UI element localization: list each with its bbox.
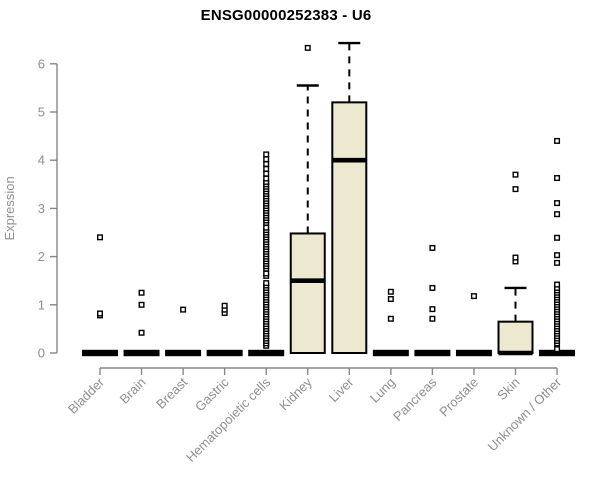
flat-box-hematopoietic-cells [248,349,285,357]
x-tick-label: Unknown / Other [485,374,565,454]
y-tick-label: 5 [38,105,45,120]
y-tick-label: 1 [38,297,45,312]
outlier-point-lung [387,296,394,303]
outlier-point-prostate [470,293,477,300]
outlier-point-hematopoietic-cells [263,151,270,158]
flat-box-bladder [82,349,118,357]
outlier-point-unknown-other [554,252,561,259]
outlier-point-brain [138,301,145,308]
x-tick-label: Prostate [436,375,481,420]
y-axis-title: Expression [2,176,17,240]
outlier-point-lung [387,315,394,322]
outlier-point-pancreas [429,315,436,322]
outlier-point-hematopoietic-cells [263,165,270,172]
outlier-point-breast [180,306,187,313]
flat-box-breast [165,349,202,357]
flat-box-unknown-other [539,349,576,357]
outlier-point-hematopoietic-cells [263,270,270,277]
x-tick-label: Brain [117,375,149,407]
outlier-point-skin [512,171,519,178]
x-tick-label: Liver [326,374,357,405]
flat-box-gastric [206,349,243,357]
outlier-point-bladder [96,234,103,241]
outlier-point-kidney [304,44,311,51]
x-tick-label: Skin [494,375,522,403]
outlier-point-hematopoietic-cells [263,280,270,287]
x-tick-label: Gastric [192,374,232,414]
outlier-point-unknown-other [554,346,561,353]
outlier-point-pancreas [429,306,436,313]
box-kidney [289,232,326,355]
x-tick-label: Kidney [276,374,315,413]
box-liver [331,101,368,354]
flat-box-brain [123,349,160,357]
flat-box-pancreas [414,349,451,357]
outlier-point-brain [138,329,145,336]
outlier-point-skin [512,254,519,261]
outlier-point-hematopoietic-cells [263,156,270,163]
outlier-point-unknown-other [554,175,561,182]
outlier-point-bladder [96,310,103,317]
outlier-point-brain [138,289,145,296]
box-skin [497,320,534,355]
outlier-point-hematopoietic-cells [263,170,270,177]
x-tick-label: Lung [367,375,398,406]
y-tick-label: 0 [38,346,45,361]
y-tick-label: 3 [38,201,45,216]
x-tick-label: Bladder [65,374,108,417]
outlier-point-skin [512,186,519,193]
y-tick-label: 6 [38,56,45,71]
y-tick-label: 2 [38,249,45,264]
outlier-point-unknown-other [554,211,561,218]
flat-box-lung [372,349,409,357]
outlier-point-pancreas [429,284,436,291]
x-tick-label: Breast [153,374,190,411]
outlier-point-hematopoietic-cells [263,175,270,182]
outlier-point-unknown-other [554,137,561,144]
chart-title: ENSG00000252383 - U6 [200,7,372,24]
outlier-point-unknown-other [554,259,561,266]
outlier-point-gastric [221,302,228,309]
outlier-point-pancreas [429,244,436,251]
outlier-point-hematopoietic-cells [263,224,270,231]
outlier-point-unknown-other [554,281,561,288]
x-tick-label: Pancreas [390,374,440,424]
outlier-point-hematopoietic-cells [263,161,270,168]
outlier-point-unknown-other [554,234,561,241]
y-tick-label: 4 [38,153,45,168]
outlier-point-lung [387,288,394,295]
flat-box-prostate [455,349,492,357]
outlier-point-unknown-other [554,200,561,207]
